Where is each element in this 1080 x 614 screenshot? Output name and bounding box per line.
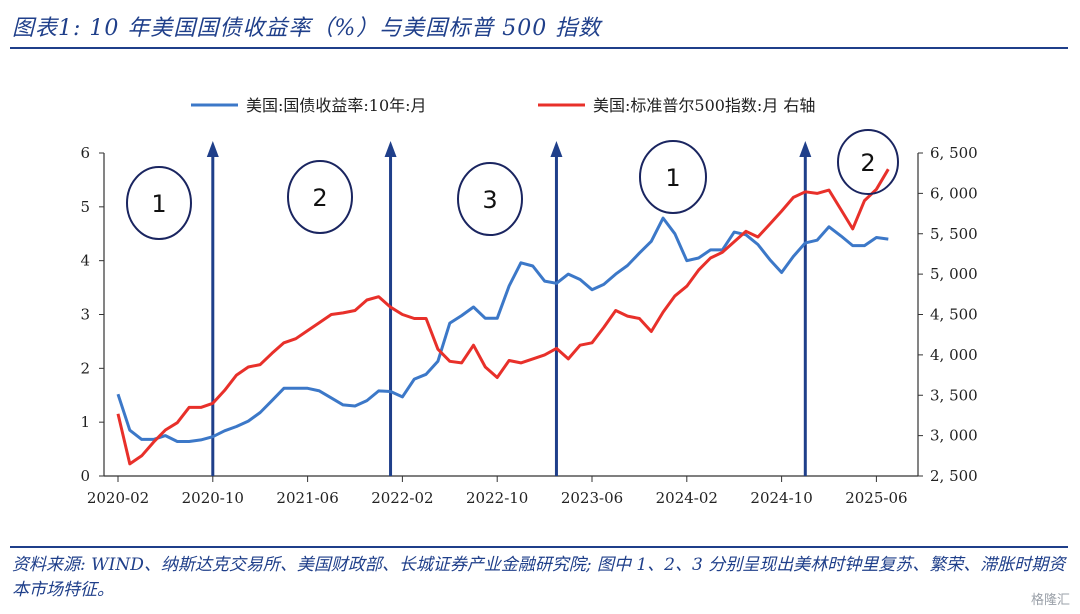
source-note: 资料来源: WIND、纳斯达克交易所、美国财政部、长城证券产业金融研究院; 图中… <box>12 555 1066 600</box>
phase-circle <box>126 166 192 240</box>
right-tick-label: 6, 000 <box>930 184 978 202</box>
phase-label: 1 <box>151 190 166 218</box>
phase-label: 2 <box>860 149 875 177</box>
right-tick-label: 6, 500 <box>930 144 978 162</box>
right-tick-label: 2, 500 <box>930 467 978 485</box>
x-axis-ticks: 2020-02 2020-10 2021-06 2022-02 2022-10 2023-… <box>87 476 908 507</box>
x-tick-label: 2021-06 <box>276 489 338 507</box>
x-tick-label: 2024-02 <box>656 489 718 507</box>
chart-svg: 0 1 2 3 4 5 6 2, 500 3, 000 3, 500 4, 000 4, 500 5,… <box>80 96 978 507</box>
x-tick-label: 2024-10 <box>750 489 812 507</box>
phase-arrow-head <box>799 141 812 157</box>
right-tick-label: 4, 500 <box>930 306 978 324</box>
right-tick-label: 5, 000 <box>930 265 978 283</box>
yield-series-line <box>116 216 889 443</box>
phase-arrow-head <box>384 141 397 157</box>
x-tick-label: 2022-02 <box>371 489 433 507</box>
legend-label-spx: 美国:标准普尔500指数:月 右轴 <box>593 96 815 115</box>
footer-divider <box>10 546 1068 548</box>
spx-series-line <box>116 168 890 466</box>
chart-title: 图表1: 10 年美国国债收益率（%）与美国标普 500 指数 <box>12 16 602 41</box>
x-tick-label: 2022-10 <box>466 489 528 507</box>
legend: 美国:国债收益率:10年:月 美国:标准普尔500指数:月 右轴 <box>191 96 815 115</box>
phase-arrow-head <box>550 141 563 157</box>
phase-circles: 1 2 3 1 2 <box>126 129 899 240</box>
left-tick-label: 4 <box>80 252 90 270</box>
phase-circle <box>639 140 707 214</box>
right-tick-label: 4, 000 <box>930 346 978 364</box>
left-tick-label: 3 <box>80 306 90 324</box>
watermark-logo: 格隆汇 <box>1030 593 1070 608</box>
x-tick-label: 2020-10 <box>182 489 244 507</box>
x-tick-label: 2023-06 <box>561 489 623 507</box>
right-tick-label: 5, 500 <box>930 225 978 243</box>
left-axis-ticks: 0 1 2 3 4 5 6 <box>80 144 104 485</box>
legend-label-yield: 美国:国债收益率:10年:月 <box>246 96 427 115</box>
left-tick-label: 1 <box>80 413 90 431</box>
left-tick-label: 2 <box>80 359 90 377</box>
left-tick-label: 6 <box>80 144 90 162</box>
series-lines <box>116 168 890 466</box>
phase-arrow-head <box>206 141 219 157</box>
phase-circle <box>457 162 523 236</box>
left-tick-label: 5 <box>80 198 90 216</box>
phase-circle <box>287 160 353 234</box>
right-tick-label: 3, 500 <box>930 386 978 404</box>
right-tick-label: 3, 000 <box>930 427 978 445</box>
phase-label: 3 <box>482 186 497 214</box>
title-divider <box>10 47 1068 49</box>
x-tick-label: 2025-06 <box>845 489 907 507</box>
left-tick-label: 0 <box>80 467 90 485</box>
x-tick-label: 2020-02 <box>87 489 149 507</box>
phase-label: 2 <box>312 184 327 212</box>
phase-arrows <box>206 141 812 476</box>
phase-circle <box>837 129 899 195</box>
right-axis-ticks: 2, 500 3, 000 3, 500 4, 000 4, 500 5, 000 5, 5… <box>918 144 978 485</box>
phase-label: 1 <box>665 164 680 192</box>
